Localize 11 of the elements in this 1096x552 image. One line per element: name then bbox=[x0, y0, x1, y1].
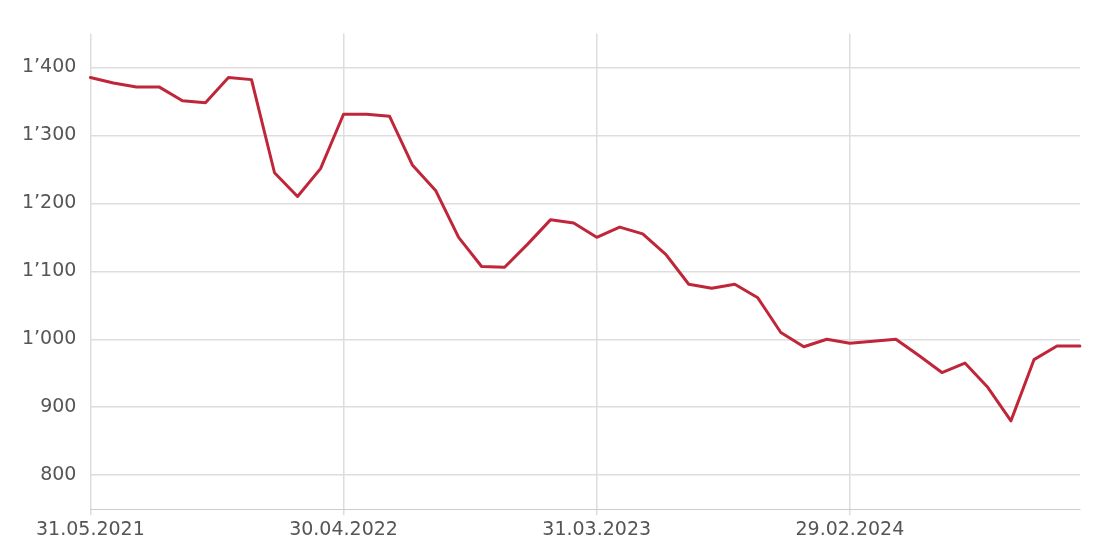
y-tick-label: 1’400 bbox=[21, 54, 77, 77]
y-tick-label: 1’000 bbox=[21, 326, 77, 349]
x-tick-label: 29.02.2024 bbox=[795, 516, 905, 539]
x-tick-label: 30.04.2022 bbox=[289, 516, 398, 539]
x-tick-label: 31.03.2023 bbox=[542, 516, 652, 539]
y-tick-label: 1’300 bbox=[21, 122, 77, 145]
y-tick-label: 1’100 bbox=[21, 258, 77, 281]
y-tick-label: 1’200 bbox=[21, 190, 77, 213]
y-tick-label: 900 bbox=[40, 394, 77, 417]
y-tick-label: 800 bbox=[40, 462, 77, 485]
x-tick-label: 31.05.2021 bbox=[35, 516, 145, 539]
